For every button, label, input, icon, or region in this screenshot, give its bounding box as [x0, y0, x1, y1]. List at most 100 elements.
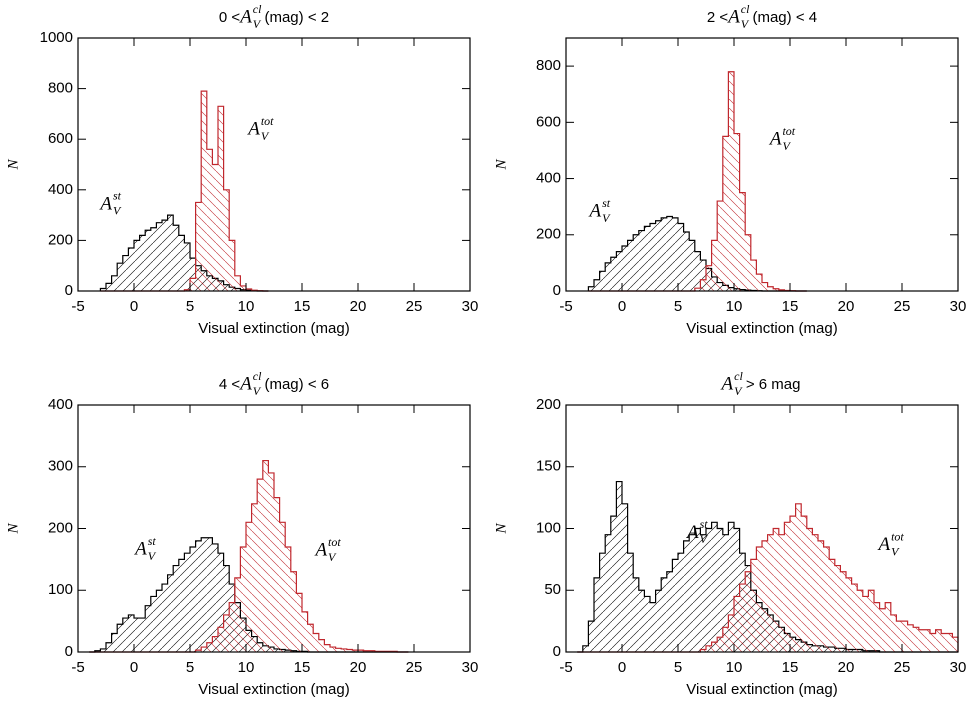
histogram-bar [246, 288, 252, 291]
y-tick-label: 400 [536, 170, 561, 187]
histogram-bar [330, 647, 336, 652]
histogram-bar [100, 288, 106, 291]
histogram-bar [666, 571, 673, 652]
x-tick-label: 0 [130, 659, 138, 676]
x-tick-label: 20 [838, 298, 855, 315]
y-tick-label: 50 [544, 581, 561, 598]
histogram-bar [790, 516, 796, 652]
histogram-bar [941, 633, 947, 652]
y-tick-label: 300 [48, 458, 73, 475]
histogram-bar [229, 602, 235, 652]
histogram-bar [935, 629, 942, 652]
histogram-bar [756, 274, 762, 291]
superscript: st [602, 196, 611, 210]
histogram-bar [666, 216, 673, 291]
histogram-bar [734, 596, 740, 652]
superscript: cl [734, 369, 743, 383]
histogram-bar [650, 223, 656, 291]
histogram-bar [122, 618, 129, 652]
title-prefix: 4 < [219, 376, 241, 393]
histogram-bar [700, 260, 706, 291]
histogram-bar [650, 602, 656, 652]
histogram-bar [717, 528, 723, 652]
histogram-bar [190, 278, 196, 291]
histogram-bar [745, 234, 751, 291]
histogram-bar [829, 559, 835, 652]
histogram-bar [734, 133, 740, 291]
x-tick-label: 0 [130, 298, 138, 315]
histogram-bar [605, 534, 611, 652]
histogram-bar [206, 642, 213, 652]
histogram-bar [218, 106, 224, 291]
histogram-bar [773, 288, 779, 291]
x-tick-label: 5 [186, 659, 194, 676]
symbol: A [313, 540, 327, 561]
x-tick-label: -5 [71, 659, 84, 676]
histogram-bar [106, 642, 112, 652]
subscript: V [328, 550, 337, 564]
title-suffix: > 6 mag [746, 376, 801, 393]
x-tick-label: 30 [950, 298, 967, 315]
histogram-bar [195, 540, 202, 652]
x-tick-label: 25 [894, 659, 911, 676]
y-tick-label: 0 [65, 643, 73, 660]
histogram-bar [285, 547, 291, 652]
symbol: A [685, 522, 699, 543]
subscript: V [253, 17, 262, 31]
histogram-bar [296, 593, 302, 652]
histogram-bar [745, 571, 751, 652]
histogram-bar [234, 577, 241, 652]
histogram-bar [195, 202, 202, 291]
histogram-bar [762, 282, 768, 291]
histogram-bar [750, 559, 757, 652]
histogram-bar [100, 648, 106, 652]
symbol: A [768, 128, 782, 149]
subscript: V [891, 545, 900, 559]
histogram-bar [212, 543, 218, 652]
histogram-bar [588, 621, 594, 652]
histogram-bar [111, 633, 118, 652]
y-axis-label: N [5, 159, 21, 171]
histogram-bar [706, 528, 712, 652]
histogram-bar [240, 547, 246, 652]
histogram-bar [167, 215, 174, 291]
histogram-bar [302, 611, 308, 652]
histogram-bar [717, 637, 723, 652]
histogram-bar [201, 91, 207, 291]
histogram-bar [268, 472, 274, 652]
histogram-bar [644, 226, 650, 291]
x-tick-label: 30 [462, 659, 479, 676]
histogram-bar [117, 263, 123, 291]
histogram-bar [184, 553, 190, 652]
histogram-bar [840, 571, 846, 652]
histogram-bar [711, 642, 718, 652]
subscript: V [148, 549, 157, 563]
x-tick-label: 10 [726, 298, 743, 315]
histogram-bar [594, 577, 600, 652]
histogram-bar [206, 149, 213, 291]
histogram-bar [352, 650, 358, 652]
histogram-bar [952, 637, 958, 652]
histogram-bar [728, 614, 734, 652]
histogram-bar [229, 240, 235, 291]
histogram-bar [218, 553, 224, 652]
symbol: A [726, 6, 740, 27]
histogram-bar [706, 645, 712, 652]
histogram-bar [616, 481, 622, 652]
x-tick-label: -5 [559, 298, 572, 315]
histogram-bar [173, 565, 179, 652]
histogram-bar [661, 217, 667, 291]
y-tick-label: 400 [48, 396, 73, 413]
y-tick-label: 600 [48, 130, 73, 147]
title-suffix: (mag) < 2 [264, 9, 329, 26]
x-tick-label: 15 [294, 659, 311, 676]
histogram-bar [700, 649, 706, 652]
histogram-bar [700, 534, 706, 652]
